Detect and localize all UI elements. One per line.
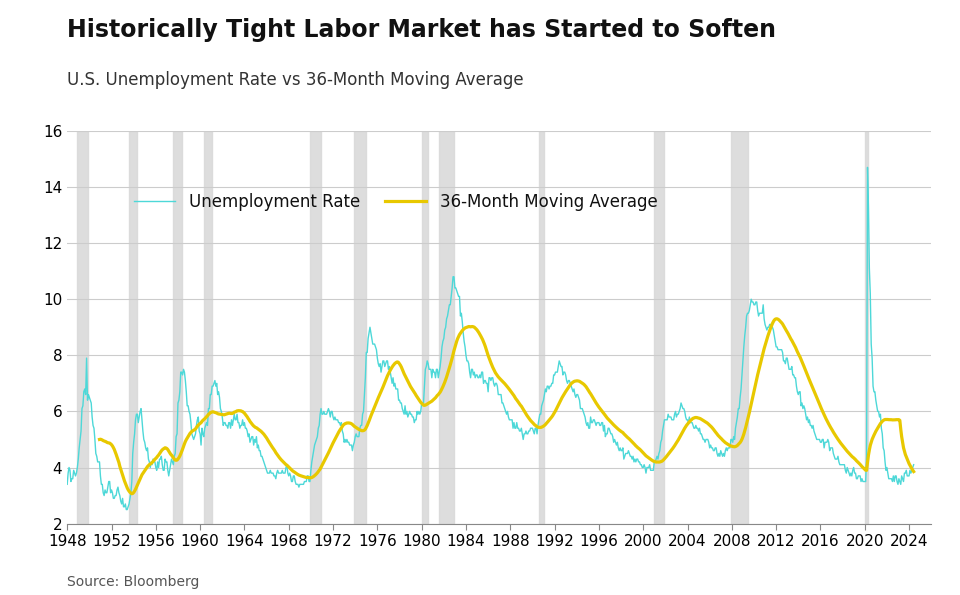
36-Month Moving Average [888, 416, 900, 424]
Line: 36-Month Moving Average: 36-Month Moving Average [100, 319, 914, 494]
Bar [421, 131, 428, 524]
36-Month Moving Average [144, 461, 156, 468]
Unemployment Rate [495, 391, 507, 398]
Bar [539, 131, 543, 524]
Unemployment Rate [121, 506, 132, 513]
Bar [865, 131, 869, 524]
Unemployment Rate [738, 343, 750, 350]
Bar [78, 131, 87, 524]
Bar [174, 131, 181, 524]
Unemployment Rate [862, 164, 874, 171]
Unemployment Rate [667, 416, 679, 424]
Bar [731, 131, 749, 524]
Unemployment Rate [145, 464, 156, 471]
Unemployment Rate [889, 472, 900, 480]
Text: Historically Tight Labor Market has Started to Soften: Historically Tight Labor Market has Star… [67, 18, 777, 42]
Text: Source: Bloomberg: Source: Bloomberg [67, 575, 200, 589]
Text: U.S. Unemployment Rate vs 36-Month Moving Average: U.S. Unemployment Rate vs 36-Month Movin… [67, 71, 524, 89]
Bar [655, 131, 663, 524]
36-Month Moving Average [738, 431, 750, 438]
Bar [204, 131, 212, 524]
Unemployment Rate [739, 332, 751, 339]
Unemployment Rate [908, 461, 920, 468]
Bar [439, 131, 454, 524]
36-Month Moving Average [666, 446, 678, 453]
Bar [129, 131, 137, 524]
Bar [310, 131, 321, 524]
Legend: Unemployment Rate, 36-Month Moving Average: Unemployment Rate, 36-Month Moving Avera… [127, 186, 664, 218]
36-Month Moving Average [737, 433, 749, 440]
36-Month Moving Average [908, 468, 920, 475]
36-Month Moving Average [494, 375, 506, 383]
Line: Unemployment Rate: Unemployment Rate [67, 167, 914, 509]
Bar [354, 131, 367, 524]
Unemployment Rate [61, 481, 73, 488]
